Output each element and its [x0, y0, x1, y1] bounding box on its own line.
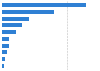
Bar	[2, 50, 7, 54]
Bar	[2, 10, 54, 14]
Bar	[2, 3, 86, 7]
Bar	[2, 57, 5, 61]
Bar	[2, 17, 29, 21]
Bar	[2, 30, 16, 34]
Bar	[2, 23, 22, 27]
Bar	[2, 44, 9, 48]
Bar	[2, 64, 4, 68]
Bar	[2, 37, 9, 41]
